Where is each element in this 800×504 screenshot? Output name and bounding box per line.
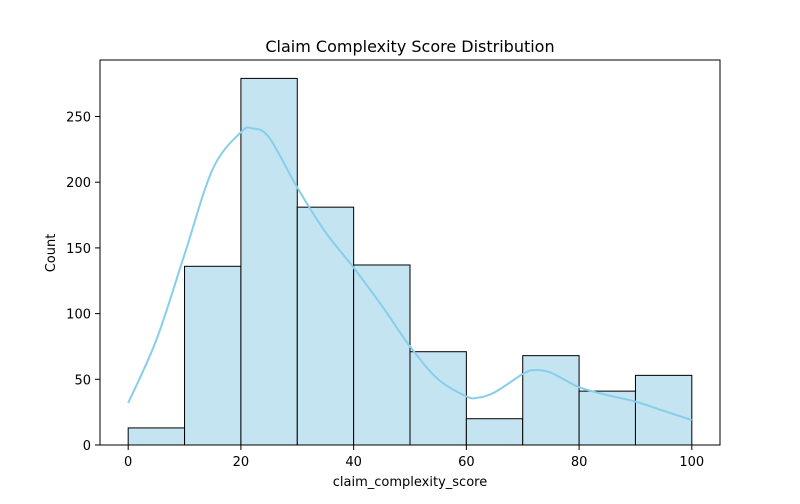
x-tick-label: 80 xyxy=(571,455,588,470)
kde-density-line xyxy=(127,126,693,421)
chart-title: Claim Complexity Score Distribution xyxy=(265,37,554,56)
x-tick-label: 40 xyxy=(345,455,362,470)
histogram-bar-6 xyxy=(465,418,524,446)
histogram-bar-4 xyxy=(353,264,411,446)
x-tick-label: 100 xyxy=(679,455,704,470)
plot-frame xyxy=(99,59,721,446)
y-tick-label: 200 xyxy=(66,176,91,191)
y-axis-label: Count xyxy=(44,234,59,273)
x-tick-label: 20 xyxy=(233,455,250,470)
x-tick-label: 0 xyxy=(124,455,132,470)
bars-layer xyxy=(127,77,693,446)
y-tick-label: 50 xyxy=(74,373,91,388)
y-tick-label: 250 xyxy=(66,111,91,126)
histogram-bar-5 xyxy=(409,351,467,446)
y-tick-label: 100 xyxy=(66,308,91,323)
histogram-bar-0 xyxy=(127,427,186,446)
histogram-bar-7 xyxy=(522,355,580,446)
histogram-bar-3 xyxy=(296,206,355,446)
kde-layer xyxy=(127,126,693,421)
histogram-bar-1 xyxy=(184,265,242,446)
y-tick-label: 150 xyxy=(66,242,91,257)
axes-layer: 0 20 40 60 80 100 0 50 100 150 200 250 xyxy=(66,59,721,470)
histogram-bar-2 xyxy=(240,77,298,446)
y-tick-label: 0 xyxy=(83,439,91,454)
x-axis-label: claim_complexity_score xyxy=(333,475,487,490)
x-tick-label: 60 xyxy=(458,455,475,470)
